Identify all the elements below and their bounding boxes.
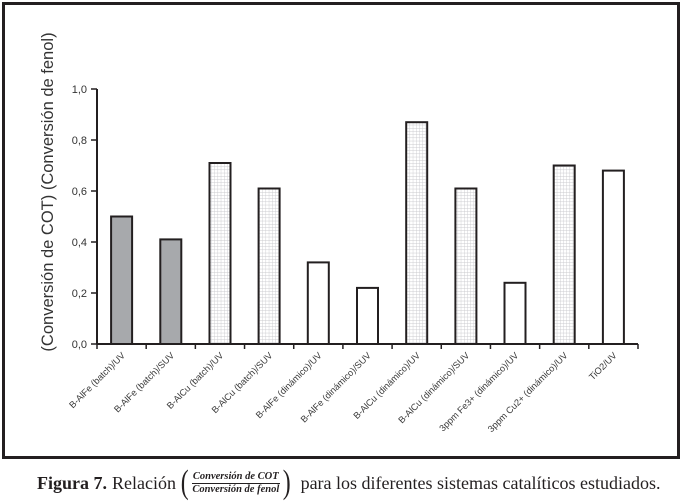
x-category-label: 3ppm Fe3+ (dinámico)/UV [437, 350, 521, 434]
bar-3 [208, 162, 232, 345]
caption-fraction: Conversión de COT Conversión de fenol [191, 471, 280, 496]
y-tick-label: 0,6 [72, 186, 87, 198]
y-tick-labels: 0,0 0,2 0,4 0,6 0,8 1,0 [72, 84, 87, 351]
bar-10 [552, 164, 576, 345]
caption-fraction-numerator: Conversión de COT [191, 470, 280, 484]
caption-open-paren: ( [180, 464, 189, 501]
bar-8 [454, 187, 478, 345]
bar-4 [257, 187, 281, 345]
bar-2 [159, 238, 183, 345]
axes-group [91, 88, 639, 349]
y-tick-label: 1,0 [72, 84, 87, 96]
x-category-label: 3ppm Cu2+ (dinámico)/UV [486, 350, 570, 434]
caption-relation-word: Relación [112, 472, 176, 493]
x-category-label: TiO2/UV [587, 350, 619, 382]
bar-7 [405, 121, 429, 345]
bar-6 [356, 286, 379, 345]
caption-fraction-denominator: Conversión de fenol [192, 483, 280, 495]
x-category-labels: B-AlFe (batch)/UVB-AlFe (batch)/SUVB-AlC… [67, 350, 619, 434]
bar-9 [503, 281, 527, 345]
y-axis-label: (Conversión de COT) (Conversión de fenol… [39, 32, 57, 351]
y-tick-label: 0,2 [72, 288, 87, 300]
y-tick-label: 0,8 [72, 135, 87, 147]
y-tick-label: 0,0 [72, 339, 87, 351]
caption-rest: para los diferentes sistemas catalíticos… [300, 472, 661, 493]
caption-figure-label: Figura 7. [37, 472, 107, 493]
caption-close-paren: ) [282, 464, 291, 501]
figure-caption: Figura 7. Relación ( Conversión de COT C… [37, 466, 677, 500]
bar-5 [306, 261, 330, 345]
bar-1 [110, 215, 134, 345]
figure-frame [2, 2, 680, 459]
bar-11 [601, 169, 625, 345]
bar-chart: 0,0 0,2 0,4 0,6 0,8 1,0 B-AlFe (batch)/UVB-Al… [39, 32, 639, 434]
bars-group [110, 121, 625, 345]
y-tick-label: 0,4 [72, 237, 87, 249]
